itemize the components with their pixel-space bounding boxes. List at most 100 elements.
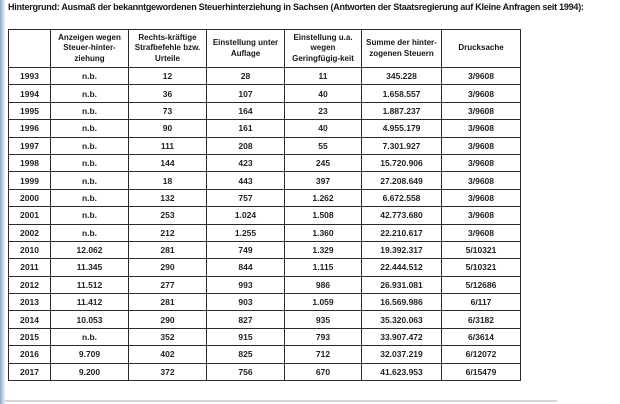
table-row: 1997 n.b. 111 208 55 7.301.927 3/9608	[8, 136, 521, 155]
table-cell: 73	[128, 101, 207, 121]
table-cell: 1.059	[284, 293, 362, 312]
header-drucksache: Drucksache	[441, 29, 521, 68]
table-cell: 3/9608	[441, 171, 521, 190]
table-cell: 915	[206, 327, 285, 347]
table-cell: 23	[284, 101, 362, 121]
table-row: 1995 n.b. 73 164 23 1.887.237 3/9608	[8, 101, 521, 121]
table-cell: 3/9608	[441, 66, 521, 86]
table-cell: 793	[284, 327, 362, 347]
table-cell: 1.329	[284, 240, 362, 260]
table-cell: 290	[128, 310, 207, 329]
table-cell: n.b.	[50, 84, 129, 103]
table-cell: 107	[206, 84, 285, 103]
tax-evasion-table: Anzeigen wegen Steuer-hinter-ziehung Rec…	[8, 29, 521, 382]
header-anzeigen: Anzeigen wegen Steuer-hinter-ziehung	[50, 29, 129, 68]
table-cell: 352	[128, 327, 207, 347]
table-cell: 253	[128, 206, 207, 225]
table-cell: 1.360	[284, 223, 362, 242]
page-title: Hintergrund: Ausmaß der bekanntgewordene…	[8, 2, 584, 12]
table-cell: 19.392.317	[361, 240, 442, 260]
year-cell: 2011	[8, 258, 51, 277]
table-row: 2013 11.412 281 903 1.059 16.569.986 6/117	[8, 293, 521, 312]
header-einstellung-geringfuegigkeit: Einstellung u.a. wegen Geringfügig-keit	[284, 29, 362, 68]
page-edge-strip	[0, 0, 5, 404]
table-cell: 903	[206, 293, 285, 312]
table-cell: 397	[284, 171, 362, 190]
table-row: 2000 n.b. 132 757 1.262 6.672.558 3/9608	[8, 188, 521, 208]
table-cell: 443	[206, 171, 285, 190]
header-year	[8, 29, 51, 68]
table-cell: 749	[206, 240, 285, 260]
table-cell: n.b.	[50, 171, 129, 190]
table-cell: 3/9608	[441, 84, 521, 103]
table-cell: 3/9608	[441, 119, 521, 138]
table-cell: 1.024	[206, 206, 285, 225]
table-row: 2017 9.200 372 756 670 41.623.953 6/15479	[8, 362, 521, 382]
table-cell: n.b.	[50, 101, 129, 121]
year-cell: 1994	[8, 84, 51, 103]
table-cell: 290	[128, 258, 207, 277]
year-cell: 1995	[8, 101, 51, 121]
table-cell: 245	[284, 153, 362, 173]
table-cell: n.b.	[50, 206, 129, 225]
table-cell: 11	[284, 66, 362, 86]
table-cell: 6/12072	[441, 345, 521, 364]
table-cell: 5/10321	[441, 258, 521, 277]
year-cell: 1997	[8, 136, 51, 155]
table-cell: 1.887.237	[361, 101, 442, 121]
table-cell: 825	[206, 345, 285, 364]
table-cell: 3/9608	[441, 153, 521, 173]
table-cell: 6/3182	[441, 310, 521, 329]
table-cell: 712	[284, 345, 362, 364]
table-row: 2012 11.512 277 993 986 26.931.081 5/12686	[8, 275, 521, 295]
table-cell: 402	[128, 345, 207, 364]
table-cell: 22.444.512	[361, 258, 442, 277]
table-cell: 9.200	[50, 362, 129, 382]
table-cell: 18	[128, 171, 207, 190]
table-cell: 1.115	[284, 258, 362, 277]
table-cell: 55	[284, 136, 362, 155]
table-cell: 844	[206, 258, 285, 277]
year-cell: 2013	[8, 293, 51, 312]
table-cell: 3/9608	[441, 101, 521, 121]
year-cell: 2012	[8, 275, 51, 295]
table-cell: 3/9608	[441, 188, 521, 208]
table-cell: 6/117	[441, 293, 521, 312]
year-cell: 1999	[8, 171, 51, 190]
table-cell: 33.907.472	[361, 327, 442, 347]
table-cell: 15.720.906	[361, 153, 442, 173]
table-cell: 11.412	[50, 293, 129, 312]
table-cell: 212	[128, 223, 207, 242]
table-row: 2002 n.b. 212 1.255 1.360 22.210.617 3/9608	[8, 223, 521, 242]
year-cell: 2016	[8, 345, 51, 364]
table-cell: 27.208.649	[361, 171, 442, 190]
table-cell: 3/9608	[441, 223, 521, 242]
table-cell: 11.512	[50, 275, 129, 295]
table-cell: 993	[206, 275, 285, 295]
table-cell: 372	[128, 362, 207, 382]
year-cell: 2002	[8, 223, 51, 242]
table-cell: 4.955.179	[361, 119, 442, 138]
year-cell: 2010	[8, 240, 51, 260]
year-cell: 1993	[8, 66, 51, 86]
year-cell: 1996	[8, 119, 51, 138]
table-cell: 164	[206, 101, 285, 121]
header-strafbefehle: Rechts-kräftige Strafbefehle bzw. Urteil…	[128, 29, 207, 68]
table-row: 1996 n.b. 90 161 40 4.955.179 3/9608	[8, 119, 521, 138]
table-cell: n.b.	[50, 153, 129, 173]
table-row: 1994 n.b. 36 107 40 1.658.557 3/9608	[8, 84, 521, 103]
table-cell: 40	[284, 119, 362, 138]
table-cell: 41.623.953	[361, 362, 442, 382]
table-cell: 1.508	[284, 206, 362, 225]
table-cell: 9.709	[50, 345, 129, 364]
year-cell: 1998	[8, 153, 51, 173]
table-cell: n.b.	[50, 223, 129, 242]
table-row: 2011 11.345 290 844 1.115 22.444.512 5/10321	[8, 258, 521, 277]
table-cell: 670	[284, 362, 362, 382]
table-header-row: Anzeigen wegen Steuer-hinter-ziehung Rec…	[8, 29, 521, 68]
table-cell: 281	[128, 293, 207, 312]
table-cell: n.b.	[50, 136, 129, 155]
table-row: 1993 n.b. 12 28 11 345.228 3/9608	[8, 66, 521, 86]
table-cell: 3/9608	[441, 206, 521, 225]
table-cell: 1.262	[284, 188, 362, 208]
